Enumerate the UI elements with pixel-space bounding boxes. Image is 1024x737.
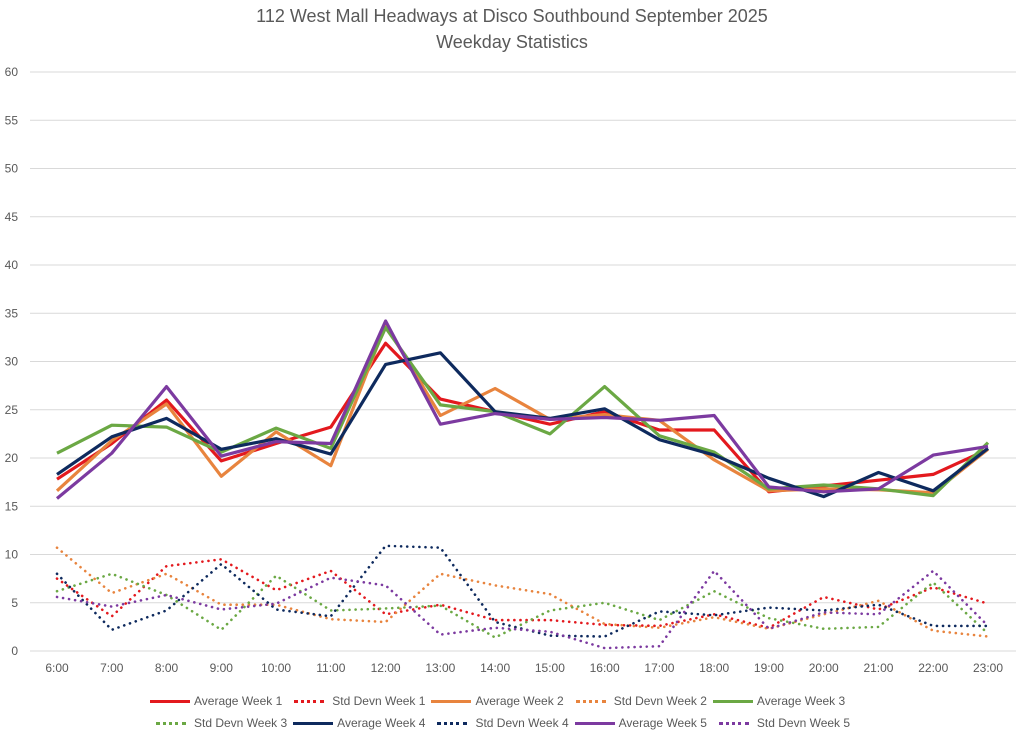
series-line-average-week-5 xyxy=(55,319,989,500)
legend-solid-line-swatch xyxy=(574,721,615,725)
legend-row: Average Week 1 Std Devn Week 1 Average Wee… xyxy=(150,690,890,712)
y-tick-label: 50 xyxy=(5,162,19,176)
y-tick-label: 30 xyxy=(5,355,19,369)
legend-item: Std Devn Week 5 xyxy=(713,716,850,730)
x-tick-label: 22:00 xyxy=(918,661,948,675)
x-tick-label: 11:00 xyxy=(316,661,345,675)
legend-item: Average Week 2 xyxy=(431,694,564,708)
legend-label: Std Devn Week 3 xyxy=(194,716,288,730)
x-tick-label: 8:00 xyxy=(155,661,179,675)
legend-label: Average Week 1 xyxy=(194,694,283,708)
legend-item: Std Devn Week 2 xyxy=(570,694,707,708)
legend-item: Average Week 3 xyxy=(712,694,846,708)
y-tick-label: 15 xyxy=(5,499,19,513)
legend-item: Average Week 5 xyxy=(574,716,707,730)
series-line-std-devn-week-1 xyxy=(55,557,990,630)
series-line-std-devn-week-4 xyxy=(55,544,990,638)
series-lines xyxy=(55,319,990,650)
legend-label: Std Devn Week 4 xyxy=(475,716,569,730)
legend: Average Week 1 Std Devn Week 1 Average Wee… xyxy=(150,690,890,734)
x-tick-label: 19:00 xyxy=(754,661,784,675)
y-tick-label: 40 xyxy=(5,258,19,272)
y-tick-label: 60 xyxy=(5,65,19,79)
legend-label: Std Devn Week 5 xyxy=(756,716,851,730)
chart-title: 112 West Mall Headways at Disco Southbou… xyxy=(256,6,768,26)
legend-solid-line-swatch xyxy=(712,699,753,703)
x-tick-label: 18:00 xyxy=(699,661,729,675)
series-line-std-devn-week-2 xyxy=(55,546,990,638)
legend-dotted-line-swatch xyxy=(294,699,325,703)
legend-label: Average Week 5 xyxy=(618,716,707,730)
x-axis-ticks: 6:00 7:00 8:00 9:00 10:00 11:00 12:00 13:00 14:0… xyxy=(45,661,1003,675)
x-tick-label: 9:00 xyxy=(210,661,234,675)
y-tick-label: 20 xyxy=(5,451,19,465)
y-tick-label: 0 xyxy=(11,644,18,658)
y-tick-label: 5 xyxy=(11,596,18,610)
x-tick-label: 17:00 xyxy=(644,661,674,675)
legend-item: Average Week 1 xyxy=(150,694,282,708)
legend-label: Std Devn Week 1 xyxy=(332,694,426,708)
x-tick-label: 20:00 xyxy=(809,661,839,675)
legend-item: Average Week 4 xyxy=(293,716,425,730)
legend-item: Std Devn Week 3 xyxy=(150,716,287,730)
x-tick-label: 6:00 xyxy=(45,661,69,675)
legend-solid-line-swatch xyxy=(150,699,190,703)
legend-dotted-line-swatch xyxy=(575,699,606,703)
y-tick-label: 25 xyxy=(5,403,19,417)
x-tick-label: 10:00 xyxy=(261,661,291,675)
legend-label: Average Week 3 xyxy=(756,694,846,708)
legend-row: Std Devn Week 3 Average Week 4 Std Devn We… xyxy=(150,712,890,734)
legend-dotted-line-swatch xyxy=(156,721,186,725)
legend-solid-line-swatch xyxy=(431,699,472,703)
x-tick-label: 13:00 xyxy=(425,661,455,675)
x-tick-label: 16:00 xyxy=(590,661,620,675)
y-tick-label: 55 xyxy=(5,113,19,127)
legend-dotted-line-swatch xyxy=(437,721,468,725)
x-tick-label: 15:00 xyxy=(535,661,565,675)
x-tick-label: 14:00 xyxy=(480,661,510,675)
series-line-std-devn-week-3 xyxy=(55,572,990,639)
series-line-std-devn-week-5 xyxy=(55,569,990,650)
legend-solid-line-swatch xyxy=(293,721,334,725)
x-tick-label: 21:00 xyxy=(863,661,893,675)
x-tick-label: 12:00 xyxy=(371,661,401,675)
y-tick-label: 10 xyxy=(5,548,19,562)
legend-label: Average Week 4 xyxy=(337,716,426,730)
x-tick-label: 7:00 xyxy=(100,661,124,675)
y-tick-label: 45 xyxy=(5,210,19,224)
y-axis-ticks: 0 5 10 15 20 25 30 35 40 45 50 55 60 xyxy=(5,65,19,658)
y-tick-label: 35 xyxy=(5,306,19,320)
legend-label: Average Week 2 xyxy=(475,694,564,708)
series-line-average-week-3 xyxy=(56,326,990,498)
x-tick-label: 23:00 xyxy=(973,661,1003,675)
legend-item: Std Devn Week 1 xyxy=(288,694,425,708)
legend-dotted-line-swatch xyxy=(718,721,749,725)
series-line-average-week-2 xyxy=(55,323,989,495)
chart-subtitle: Weekday Statistics xyxy=(436,32,588,52)
legend-item: Std Devn Week 4 xyxy=(431,716,569,730)
legend-label: Std Devn Week 2 xyxy=(613,694,707,708)
